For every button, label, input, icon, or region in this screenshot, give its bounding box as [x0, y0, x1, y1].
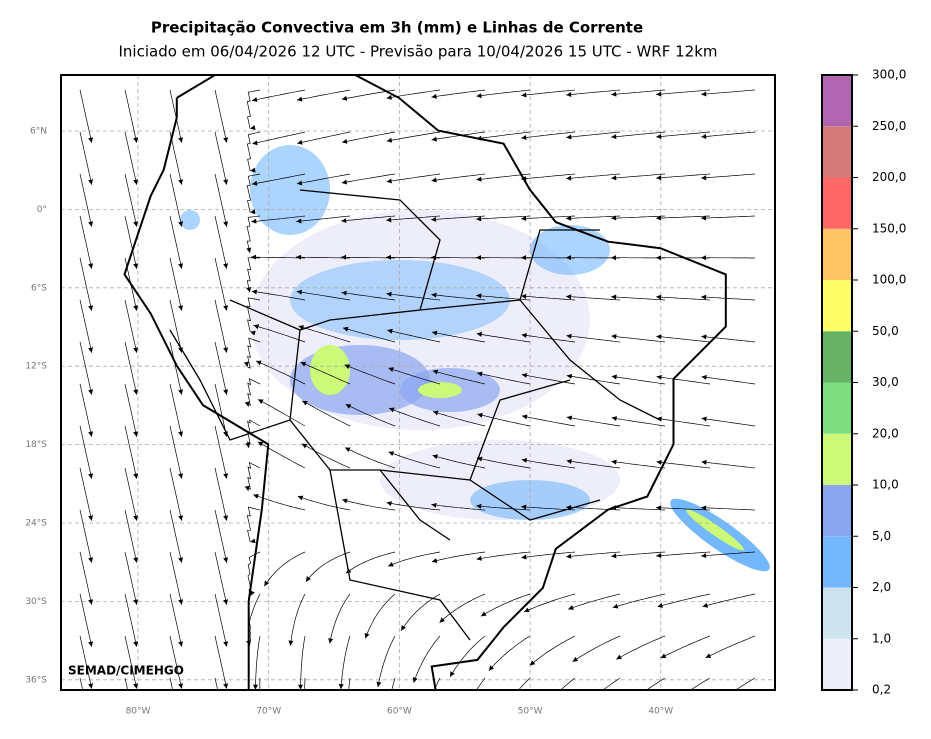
colorbar-segment: [822, 331, 852, 382]
colorbar-label: 5,0: [872, 529, 891, 543]
streamline-arrow: [383, 726, 388, 731]
colorbar-segment: [822, 434, 852, 485]
credit: SEMAD/CIMEHGO: [68, 664, 184, 678]
streamline-arrow: [133, 725, 139, 731]
streamline-arrow: [178, 725, 184, 731]
colorbar-label: 1,0: [872, 631, 891, 645]
lon-label: 60°W: [387, 707, 412, 717]
lat-label: 6°N: [30, 127, 47, 137]
colorbar-segment: [822, 383, 852, 434]
lon-label: 80°W: [126, 707, 151, 717]
lat-label: 30°S: [25, 597, 47, 607]
lon-label: 50°W: [518, 707, 543, 717]
streamline-arrow: [494, 715, 501, 722]
streamline-arrow: [419, 723, 425, 729]
streamline-arrow: [576, 707, 583, 714]
colorbar-label: 200,0: [872, 170, 906, 184]
colorbar-label: 300,0: [872, 68, 906, 82]
streamline-arrow: [709, 703, 716, 710]
streamline-arrow: [619, 704, 626, 711]
colorbar-segment: [822, 229, 852, 280]
colorbar-label: 10,0: [872, 478, 899, 492]
lat-label: 6°S: [31, 283, 47, 293]
streamline-arrow: [258, 727, 263, 732]
colorbar-label: 150,0: [872, 221, 906, 235]
colorbar-segment: [822, 485, 852, 536]
colorbar-segment: [822, 639, 852, 690]
colorbar-label: 100,0: [872, 273, 906, 287]
colorbar-segment: [822, 178, 852, 229]
streamline-arrow: [344, 727, 349, 732]
colorbar-segment: [822, 588, 852, 639]
colorbar-segment: [822, 75, 852, 126]
colorbar-label: 0,2: [872, 683, 891, 697]
colorbar-label: 250,0: [872, 119, 906, 133]
streamline-arrow: [88, 725, 94, 731]
colorbar: 0,2 1,0 2,0 5,0 10,0 20,0 30,0 50,0 100,0 150,0 20…: [822, 68, 906, 697]
colorbar-label: 2,0: [872, 580, 891, 594]
lat-label: 12°S: [25, 362, 47, 372]
map-area: [61, 59, 777, 732]
title: Precipitação Convectiva em 3h (mm) e Lin…: [151, 19, 643, 37]
lat-label: 18°S: [25, 440, 47, 450]
colorbar-label: 30,0: [872, 375, 899, 389]
colorbar-label: 50,0: [872, 324, 899, 338]
colorbar-segment: [822, 126, 852, 177]
colorbar-segment: [822, 280, 852, 331]
lon-label: 70°W: [256, 707, 281, 717]
streamline-arrow: [223, 725, 229, 731]
lat-label: 36°S: [25, 675, 47, 685]
colorbar-label: 20,0: [872, 426, 899, 440]
lon-label: 40°W: [648, 707, 673, 717]
streamline-arrow: [303, 727, 308, 732]
lat-label: 0°: [37, 205, 47, 215]
lat-label: 24°S: [25, 519, 47, 529]
colorbar-segment: [822, 536, 852, 587]
subtitle: Iniciado em 06/04/2026 12 UTC - Previsão…: [118, 43, 717, 61]
streamline-arrow: [456, 719, 462, 725]
